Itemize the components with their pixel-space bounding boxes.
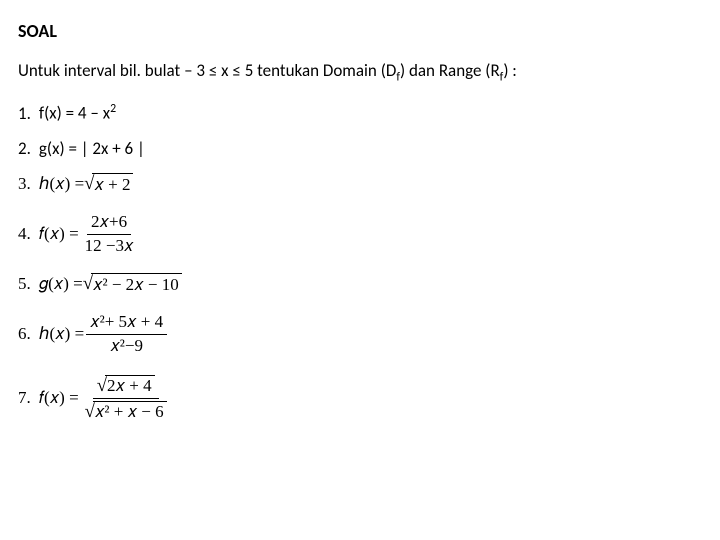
problem-2-num: 2. xyxy=(18,138,31,159)
problem-4: 4. 𝑓(𝑥) = 2𝑥+6 12 −3𝑥 xyxy=(18,209,702,259)
problem-7-frac: √ 2𝑥 + 4 √ 𝑥² + 𝑥 − 6 xyxy=(81,375,171,421)
interval-suffix2: ) dan Range (R xyxy=(400,60,500,81)
problem-7-numer-sqrt: √ 2𝑥 + 4 xyxy=(97,375,155,396)
problem-4-frac: 2𝑥+6 12 −3𝑥 xyxy=(81,213,138,255)
problem-7-denom-rad: 𝑥² + 𝑥 − 6 xyxy=(93,401,167,422)
problem-4-denom: 12 −3𝑥 xyxy=(81,235,138,256)
problem-5-num: 5. xyxy=(18,274,31,294)
problem-1-lhs: f(x) = 4 – x xyxy=(39,103,110,124)
problem-3-lhs: ℎ(𝑥) = xyxy=(39,174,84,194)
radical-icon: √ xyxy=(84,175,94,194)
problem-4-numer: 2𝑥+6 xyxy=(87,213,131,235)
problem-6-lhs: ℎ(𝑥) = xyxy=(39,324,84,344)
radical-icon: √ xyxy=(85,403,95,422)
problem-7-num: 7. xyxy=(18,388,31,408)
problem-1-num: 1. xyxy=(18,103,31,124)
problem-4-lhs: 𝑓(𝑥) = xyxy=(39,224,79,244)
problem-6-num: 6. xyxy=(18,324,31,344)
problem-3: 3. ℎ(𝑥) = √ 𝑥 + 2 xyxy=(18,173,702,195)
problem-1-sup: 2 xyxy=(110,102,116,116)
problem-5: 5. 𝑔(𝑥) = √ 𝑥² − 2𝑥 − 10 xyxy=(18,273,702,295)
radical-icon: √ xyxy=(97,377,107,396)
radical-icon: √ xyxy=(83,275,93,294)
problem-5-sqrt: √ 𝑥² − 2𝑥 − 10 xyxy=(83,273,182,295)
page-title: SOAL xyxy=(18,20,702,42)
problem-7-lhs: 𝑓(𝑥) = xyxy=(39,388,79,408)
problem-6-denom: 𝑥²−9 xyxy=(106,335,147,356)
problem-7-denom: √ 𝑥² + 𝑥 − 6 xyxy=(81,399,171,422)
interval-prefix: Untuk interval bil. bulat xyxy=(18,60,184,81)
problem-6-frac: 𝑥²+ 5𝑥 + 4 𝑥²−9 xyxy=(86,313,167,355)
problem-7-numer-rad: 2𝑥 + 4 xyxy=(105,375,155,396)
problem-7-denom-sqrt: √ 𝑥² + 𝑥 − 6 xyxy=(85,401,167,422)
problem-2: 2. g(x) = | 2x + 6 | xyxy=(18,138,702,159)
interval-text: Untuk interval bil. bulat – 3 ≤ x ≤ 5 te… xyxy=(18,60,702,84)
problem-6-numer: 𝑥²+ 5𝑥 + 4 xyxy=(86,313,167,335)
problem-3-sqrt: √ 𝑥 + 2 xyxy=(84,173,133,195)
problem-5-lhs: 𝑔(𝑥) = xyxy=(39,274,83,294)
problem-3-num: 3. xyxy=(18,174,31,194)
problem-7: 7. 𝑓(𝑥) = √ 2𝑥 + 4 √ 𝑥² + 𝑥 − 6 xyxy=(18,373,702,423)
problem-3-radicand: 𝑥 + 2 xyxy=(92,173,133,195)
problem-2-expr: g(x) = | 2x + 6 | xyxy=(39,138,145,159)
problem-1-expr: f(x) = 4 – x2 xyxy=(39,102,116,124)
problem-7-numer: √ 2𝑥 + 4 xyxy=(93,375,159,399)
interval-range: – 3 ≤ x ≤ 5 xyxy=(184,60,253,81)
interval-suffix3: ) : xyxy=(503,60,517,81)
problem-4-num: 4. xyxy=(18,224,31,244)
problem-1: 1. f(x) = 4 – x2 xyxy=(18,102,702,124)
problem-5-radicand: 𝑥² − 2𝑥 − 10 xyxy=(91,273,182,295)
problem-6: 6. ℎ(𝑥) = 𝑥²+ 5𝑥 + 4 𝑥²−9 xyxy=(18,309,702,359)
interval-suffix1: tentukan Domain (D xyxy=(253,60,396,81)
